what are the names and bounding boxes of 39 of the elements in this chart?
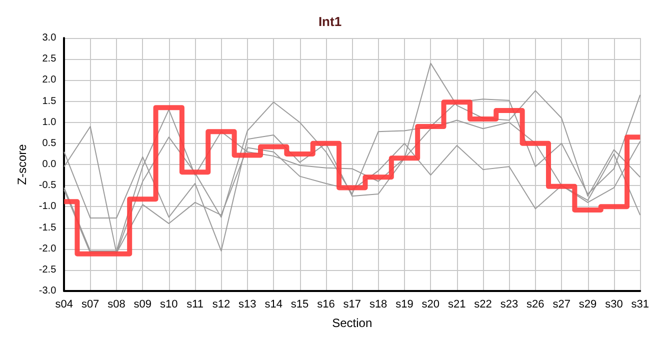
y-tick-label: 1.0 (42, 116, 57, 128)
x-tick-label: s15 (290, 298, 309, 310)
x-tick-label: s10 (160, 298, 178, 310)
x-tick-label: s30 (605, 298, 623, 310)
x-tick-label: s09 (134, 298, 152, 310)
y-tick-label: -0.5 (38, 180, 57, 192)
y-tick-label: 3.0 (42, 32, 57, 44)
x-tick-label: s04 (55, 298, 74, 310)
y-tick-label: -3.0 (38, 286, 57, 296)
x-tick-label: s16 (317, 298, 335, 310)
y-tick-label: 0.5 (42, 138, 57, 149)
y-tick-label: -2.5 (38, 264, 57, 276)
x-tick-label: s19 (396, 298, 414, 310)
x-tick-label: s22 (474, 298, 492, 310)
x-tick-label: s08 (108, 298, 126, 310)
x-tick-label: s13 (238, 298, 256, 310)
x-axis-title: Section (332, 316, 372, 330)
x-tick-label: s29 (578, 298, 597, 310)
y-tick-label: 2.5 (42, 54, 57, 65)
x-tick-label: s14 (264, 298, 282, 310)
y-tick-label: 2.0 (42, 74, 57, 86)
x-tick-label: s12 (212, 298, 230, 310)
x-tick-label: s31 (631, 298, 650, 310)
chart-title: Int1 (318, 14, 342, 29)
x-tick-label: s20 (422, 298, 440, 310)
y-tick-label: -1.5 (38, 222, 57, 234)
x-tick-label: s27 (552, 298, 570, 310)
y-tick-label: -1.0 (38, 201, 57, 212)
y-tick-label: -2.0 (38, 243, 57, 254)
x-tick-label: s17 (343, 298, 362, 310)
y-tick-label: 1.5 (42, 96, 57, 107)
x-tick-label: s18 (369, 298, 388, 310)
y-axis-title: Z-score (15, 144, 29, 185)
x-tick-label: s07 (81, 298, 100, 310)
x-tick-label: s26 (526, 298, 544, 310)
x-tick-label: s21 (448, 298, 466, 310)
x-tick-label: s23 (500, 298, 518, 310)
y-tick-label: 0.0 (42, 159, 57, 170)
x-tick-label: s11 (186, 298, 204, 310)
